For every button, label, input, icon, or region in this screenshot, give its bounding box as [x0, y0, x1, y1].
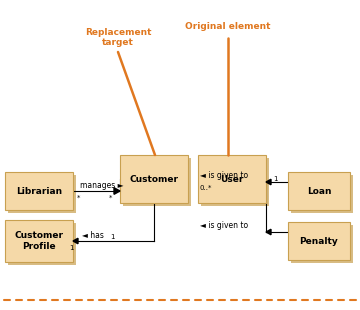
Bar — [8, 175, 76, 213]
Text: ◄ is given to: ◄ is given to — [200, 171, 248, 180]
Text: 1: 1 — [274, 176, 278, 182]
Bar — [123, 158, 191, 206]
Text: Loan: Loan — [307, 187, 331, 196]
Text: Librarian: Librarian — [16, 187, 62, 196]
Text: 0..*: 0..* — [200, 185, 212, 191]
Bar — [291, 225, 353, 263]
Polygon shape — [266, 179, 271, 185]
Text: ◄ has: ◄ has — [82, 231, 104, 240]
Polygon shape — [266, 229, 271, 235]
Bar — [201, 158, 269, 206]
Bar — [5, 220, 73, 262]
Text: *: * — [109, 195, 112, 201]
Text: Customer: Customer — [130, 175, 179, 184]
Bar — [198, 155, 266, 203]
Text: Penalty: Penalty — [300, 237, 338, 246]
Text: User: User — [220, 175, 244, 184]
Text: Customer
Profile: Customer Profile — [14, 231, 63, 251]
Text: ◄ is given to: ◄ is given to — [200, 222, 248, 231]
Bar — [291, 175, 353, 213]
Bar — [8, 223, 76, 265]
Bar — [120, 155, 188, 203]
Text: Original element: Original element — [185, 22, 271, 31]
Text: 1: 1 — [110, 234, 114, 240]
Bar — [288, 222, 350, 260]
Polygon shape — [73, 238, 78, 244]
Bar — [288, 172, 350, 210]
Bar — [5, 172, 73, 210]
Text: Replacement
target: Replacement target — [85, 28, 151, 47]
Polygon shape — [114, 188, 120, 194]
Text: *: * — [77, 195, 80, 201]
Text: manages ►: manages ► — [80, 180, 123, 189]
Text: 1: 1 — [69, 245, 74, 251]
